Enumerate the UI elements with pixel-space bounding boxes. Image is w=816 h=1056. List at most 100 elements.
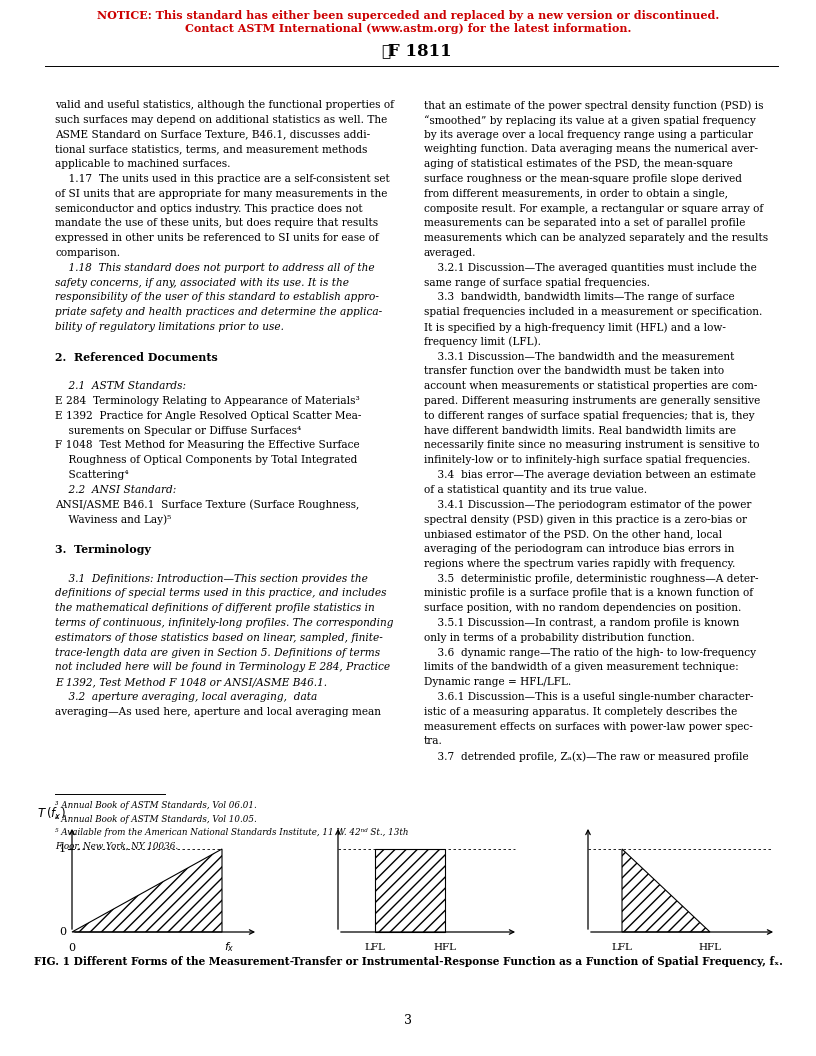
Text: spectral density (PSD) given in this practice is a zero-bias or: spectral density (PSD) given in this pra… bbox=[424, 514, 747, 525]
Text: 3.5  deterministic profile, deterministic roughness—A deter-: 3.5 deterministic profile, deterministic… bbox=[424, 573, 759, 584]
Text: spatial frequencies included in a measurement or specification.: spatial frequencies included in a measur… bbox=[424, 307, 762, 317]
Text: semiconductor and optics industry. This practice does not: semiconductor and optics industry. This … bbox=[55, 204, 362, 213]
Text: F 1811: F 1811 bbox=[388, 43, 452, 60]
Text: trace-length data are given in Section 5. Definitions of terms: trace-length data are given in Section 5… bbox=[55, 647, 380, 658]
Text: valid and useful statistics, although the functional properties of: valid and useful statistics, although th… bbox=[55, 100, 394, 110]
Text: expressed in other units be referenced to SI units for ease of: expressed in other units be referenced t… bbox=[55, 233, 379, 243]
Text: 3.4.1 Discussion—The periodogram estimator of the power: 3.4.1 Discussion—The periodogram estimat… bbox=[424, 499, 752, 510]
Text: not included here will be found in Terminology E 284, Practice: not included here will be found in Termi… bbox=[55, 662, 390, 673]
Text: 3: 3 bbox=[404, 1015, 412, 1027]
Text: 3.  Terminology: 3. Terminology bbox=[55, 544, 151, 555]
Text: by its average over a local frequency range using a particular: by its average over a local frequency ra… bbox=[424, 130, 753, 139]
Text: 3.6.1 Discussion—This is a useful single-number character-: 3.6.1 Discussion—This is a useful single… bbox=[424, 692, 753, 702]
Text: Floor, New York, NY 10036.: Floor, New York, NY 10036. bbox=[55, 842, 178, 850]
Text: terms of continuous, infinitely-long profiles. The corresponding: terms of continuous, infinitely-long pro… bbox=[55, 618, 393, 628]
Text: 3.3.1 Discussion—The bandwidth and the measurement: 3.3.1 Discussion—The bandwidth and the m… bbox=[424, 352, 734, 361]
Text: istic of a measuring apparatus. It completely describes the: istic of a measuring apparatus. It compl… bbox=[424, 706, 737, 717]
Text: have different bandwidth limits. Real bandwidth limits are: have different bandwidth limits. Real ba… bbox=[424, 426, 736, 435]
Text: tra.: tra. bbox=[424, 736, 443, 747]
Text: Ⓐ: Ⓐ bbox=[381, 44, 391, 59]
Text: responsibility of the user of this standard to establish appro-: responsibility of the user of this stand… bbox=[55, 293, 379, 302]
Text: NOTICE: This standard has either been superceded and replaced by a new version o: NOTICE: This standard has either been su… bbox=[97, 10, 719, 21]
Text: necessarily finite since no measuring instrument is sensitive to: necessarily finite since no measuring in… bbox=[424, 440, 760, 451]
Text: composite result. For example, a rectangular or square array of: composite result. For example, a rectang… bbox=[424, 204, 763, 213]
Text: LFL: LFL bbox=[365, 943, 385, 953]
Text: applicable to machined surfaces.: applicable to machined surfaces. bbox=[55, 159, 230, 169]
Text: ASME Standard on Surface Texture, B46.1, discusses addi-: ASME Standard on Surface Texture, B46.1,… bbox=[55, 130, 370, 139]
Text: 3.3  bandwidth, bandwidth limits—The range of surface: 3.3 bandwidth, bandwidth limits—The rang… bbox=[424, 293, 734, 302]
Text: $f_x$: $f_x$ bbox=[224, 940, 234, 954]
Text: mandate the use of these units, but does require that results: mandate the use of these units, but does… bbox=[55, 219, 378, 228]
Text: only in terms of a probability distribution function.: only in terms of a probability distribut… bbox=[424, 633, 694, 643]
Text: 3.4  bias error—The average deviation between an estimate: 3.4 bias error—The average deviation bet… bbox=[424, 470, 756, 480]
Text: measurement effects on surfaces with power-law power spec-: measurement effects on surfaces with pow… bbox=[424, 721, 752, 732]
Text: “smoothed” by replacing its value at a given spatial frequency: “smoothed” by replacing its value at a g… bbox=[424, 115, 756, 126]
Text: 3.2.1 Discussion—The averaged quantities must include the: 3.2.1 Discussion—The averaged quantities… bbox=[424, 263, 756, 272]
Text: averaged.: averaged. bbox=[424, 248, 477, 258]
Text: tional surface statistics, terms, and measurement methods: tional surface statistics, terms, and me… bbox=[55, 145, 367, 154]
Text: ⁴ Annual Book of ASTM Standards, Vol 10.05.: ⁴ Annual Book of ASTM Standards, Vol 10.… bbox=[55, 814, 257, 824]
Text: comparison.: comparison. bbox=[55, 248, 120, 258]
Text: that an estimate of the power spectral density function (PSD) is: that an estimate of the power spectral d… bbox=[424, 100, 764, 111]
Text: 2.  Referenced Documents: 2. Referenced Documents bbox=[55, 352, 218, 362]
Text: priate safety and health practices and determine the applica-: priate safety and health practices and d… bbox=[55, 307, 382, 317]
Text: limits of the bandwidth of a given measurement technique:: limits of the bandwidth of a given measu… bbox=[424, 662, 738, 673]
Text: measurements which can be analyzed separately and the results: measurements which can be analyzed separ… bbox=[424, 233, 768, 243]
Text: to different ranges of surface spatial frequencies; that is, they: to different ranges of surface spatial f… bbox=[424, 411, 755, 420]
Text: 1: 1 bbox=[59, 844, 66, 854]
Text: F 1048  Test Method for Measuring the Effective Surface: F 1048 Test Method for Measuring the Eff… bbox=[55, 440, 360, 451]
Text: such surfaces may depend on additional statistics as well. The: such surfaces may depend on additional s… bbox=[55, 115, 388, 125]
Text: It is specified by a high-frequency limit (HFL) and a low-: It is specified by a high-frequency limi… bbox=[424, 322, 726, 333]
Text: E 1392, Test Method F 1048 or ANSI/ASME B46.1.: E 1392, Test Method F 1048 or ANSI/ASME … bbox=[55, 677, 327, 687]
Text: of SI units that are appropriate for many measurements in the: of SI units that are appropriate for man… bbox=[55, 189, 388, 199]
Text: ministic profile is a surface profile that is a known function of: ministic profile is a surface profile th… bbox=[424, 588, 753, 599]
Text: Scattering⁴: Scattering⁴ bbox=[55, 470, 129, 480]
Text: E 1392  Practice for Angle Resolved Optical Scatter Mea-: E 1392 Practice for Angle Resolved Optic… bbox=[55, 411, 361, 420]
Text: regions where the spectrum varies rapidly with frequency.: regions where the spectrum varies rapidl… bbox=[424, 559, 735, 569]
Text: of a statistical quantity and its true value.: of a statistical quantity and its true v… bbox=[424, 485, 647, 495]
Text: estimators of those statistics based on linear, sampled, finite-: estimators of those statistics based on … bbox=[55, 633, 383, 643]
Text: 1.17  The units used in this practice are a self-consistent set: 1.17 The units used in this practice are… bbox=[55, 174, 390, 184]
Text: 2.1  ASTM Standards:: 2.1 ASTM Standards: bbox=[55, 381, 186, 391]
Text: weighting function. Data averaging means the numerical aver-: weighting function. Data averaging means… bbox=[424, 145, 758, 154]
Text: $T\,(f_x)$: $T\,(f_x)$ bbox=[38, 806, 66, 822]
Text: 2.2  ANSI Standard:: 2.2 ANSI Standard: bbox=[55, 485, 176, 495]
Text: pared. Different measuring instruments are generally sensitive: pared. Different measuring instruments a… bbox=[424, 396, 761, 406]
Text: surface position, with no random dependencies on position.: surface position, with no random depende… bbox=[424, 603, 742, 614]
Text: Dynamic range = HFL/LFL.: Dynamic range = HFL/LFL. bbox=[424, 677, 571, 687]
Text: Roughness of Optical Components by Total Integrated: Roughness of Optical Components by Total… bbox=[55, 455, 357, 466]
Text: FIG. 1 Different Forms of the Measurement-Transfer or Instrumental-Response Func: FIG. 1 Different Forms of the Measuremen… bbox=[33, 956, 783, 967]
Text: averaging of the periodogram can introduce bias errors in: averaging of the periodogram can introdu… bbox=[424, 544, 734, 554]
Text: 1.18  This standard does not purport to address all of the: 1.18 This standard does not purport to a… bbox=[55, 263, 375, 272]
Text: transfer function over the bandwidth must be taken into: transfer function over the bandwidth mus… bbox=[424, 366, 724, 376]
Text: E 284  Terminology Relating to Appearance of Materials³: E 284 Terminology Relating to Appearance… bbox=[55, 396, 360, 406]
Text: measurements can be separated into a set of parallel profile: measurements can be separated into a set… bbox=[424, 219, 745, 228]
Text: surements on Specular or Diffuse Surfaces⁴: surements on Specular or Diffuse Surface… bbox=[55, 426, 301, 435]
Text: ³ Annual Book of ASTM Standards, Vol 06.01.: ³ Annual Book of ASTM Standards, Vol 06.… bbox=[55, 802, 257, 810]
Text: LFL: LFL bbox=[611, 943, 632, 953]
Text: 3.1  Definitions: Introduction—This section provides the: 3.1 Definitions: Introduction—This secti… bbox=[55, 573, 368, 584]
Text: frequency limit (LFL).: frequency limit (LFL). bbox=[424, 337, 541, 347]
Text: ⁵ Available from the American National Standards Institute, 11 W. 42ⁿᵈ St., 13th: ⁵ Available from the American National S… bbox=[55, 828, 409, 837]
Text: HFL: HFL bbox=[433, 943, 456, 953]
Text: safety concerns, if any, associated with its use. It is the: safety concerns, if any, associated with… bbox=[55, 278, 349, 287]
Text: 0: 0 bbox=[69, 943, 76, 953]
Text: bility of regulatory limitations prior to use.: bility of regulatory limitations prior t… bbox=[55, 322, 284, 332]
Text: 3.6  dynamic range—The ratio of the high- to low-frequency: 3.6 dynamic range—The ratio of the high-… bbox=[424, 647, 756, 658]
Text: 3.7  detrended profile, Zₐ(x)—The raw or measured profile: 3.7 detrended profile, Zₐ(x)—The raw or … bbox=[424, 751, 748, 761]
Text: averaging—As used here, aperture and local averaging mean: averaging—As used here, aperture and loc… bbox=[55, 706, 381, 717]
Text: account when measurements or statistical properties are com-: account when measurements or statistical… bbox=[424, 381, 757, 391]
Text: ANSI/ASME B46.1  Surface Texture (Surface Roughness,: ANSI/ASME B46.1 Surface Texture (Surface… bbox=[55, 499, 359, 510]
Text: definitions of special terms used in this practice, and includes: definitions of special terms used in thi… bbox=[55, 588, 387, 599]
Text: the mathematical definitions of different profile statistics in: the mathematical definitions of differen… bbox=[55, 603, 375, 614]
Text: aging of statistical estimates of the PSD, the mean-square: aging of statistical estimates of the PS… bbox=[424, 159, 733, 169]
Text: same range of surface spatial frequencies.: same range of surface spatial frequencie… bbox=[424, 278, 650, 287]
Text: unbiased estimator of the PSD. On the other hand, local: unbiased estimator of the PSD. On the ot… bbox=[424, 529, 722, 540]
Text: Contact ASTM International (www.astm.org) for the latest information.: Contact ASTM International (www.astm.org… bbox=[184, 23, 632, 34]
Text: 0: 0 bbox=[59, 927, 66, 937]
Text: Waviness and Lay)⁵: Waviness and Lay)⁵ bbox=[55, 514, 171, 525]
Text: from different measurements, in order to obtain a single,: from different measurements, in order to… bbox=[424, 189, 728, 199]
Text: 3.2  aperture averaging, local averaging,  data: 3.2 aperture averaging, local averaging,… bbox=[55, 692, 317, 702]
Text: infinitely-low or to infinitely-high surface spatial frequencies.: infinitely-low or to infinitely-high sur… bbox=[424, 455, 751, 466]
Text: HFL: HFL bbox=[698, 943, 721, 953]
